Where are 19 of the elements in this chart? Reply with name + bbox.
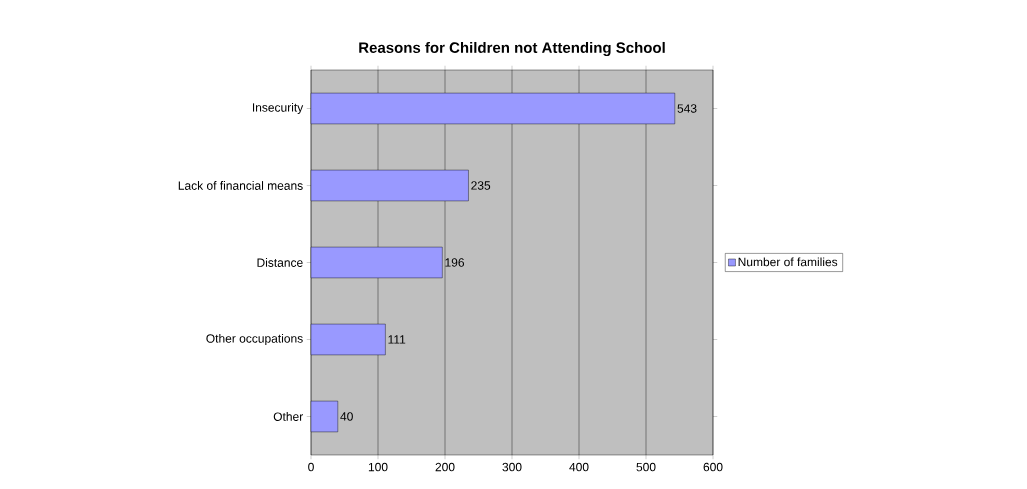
x-tick-label: 400	[569, 462, 589, 472]
data-label: 111	[388, 335, 406, 344]
data-label: 235	[471, 181, 491, 190]
y-tick-label: Lack of financial means	[178, 181, 303, 190]
x-tick-label: 200	[435, 462, 455, 472]
data-label: 543	[677, 104, 697, 113]
chart-title: Reasons for Children not Attending School	[359, 41, 665, 57]
x-tick-label: 0	[308, 462, 314, 472]
x-tick-label: 500	[636, 462, 656, 472]
y-tick-label: Distance	[257, 258, 303, 267]
legend-label: Number of families	[738, 257, 838, 267]
y-tick-label: Other	[273, 412, 304, 421]
y-tick-label: Other occupations	[206, 333, 303, 346]
x-tick-label: 300	[502, 462, 522, 472]
x-tick-label: 600	[703, 462, 723, 472]
x-tick-label: 100	[368, 462, 388, 472]
data-label: 196	[445, 258, 465, 267]
data-label: 40	[340, 412, 353, 421]
y-tick-label: Insecurity	[252, 102, 304, 115]
